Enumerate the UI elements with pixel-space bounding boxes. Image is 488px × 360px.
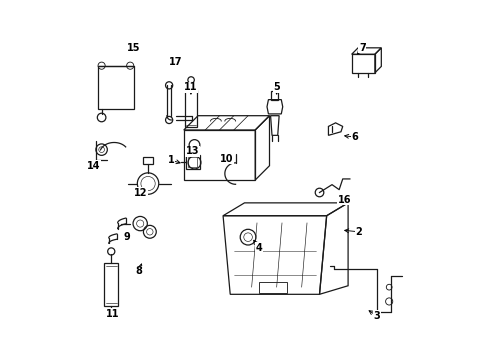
Text: 6: 6 — [351, 132, 358, 142]
Bar — [104, 263, 118, 306]
Text: 8: 8 — [135, 266, 142, 276]
Text: 10: 10 — [220, 154, 233, 163]
Bar — [271, 91, 278, 100]
Text: 2: 2 — [355, 227, 362, 237]
Text: 12: 12 — [134, 188, 147, 198]
Text: 11: 11 — [184, 82, 197, 92]
Text: 3: 3 — [372, 311, 379, 321]
Text: 4: 4 — [255, 243, 262, 253]
Bar — [183, 130, 255, 180]
Text: 13: 13 — [185, 147, 199, 157]
Text: 9: 9 — [123, 232, 130, 242]
Text: 16: 16 — [337, 195, 350, 204]
Bar — [188, 157, 197, 167]
Text: 1: 1 — [167, 156, 174, 165]
Bar — [258, 282, 287, 293]
Text: 14: 14 — [87, 161, 101, 171]
Text: 11: 11 — [105, 309, 119, 319]
Text: 15: 15 — [127, 43, 140, 53]
Text: 17: 17 — [169, 57, 183, 67]
Bar — [98, 66, 134, 109]
Bar — [142, 157, 153, 164]
Text: 5: 5 — [273, 82, 280, 92]
Bar — [184, 90, 197, 127]
Text: 7: 7 — [358, 43, 365, 53]
Bar — [185, 155, 200, 169]
